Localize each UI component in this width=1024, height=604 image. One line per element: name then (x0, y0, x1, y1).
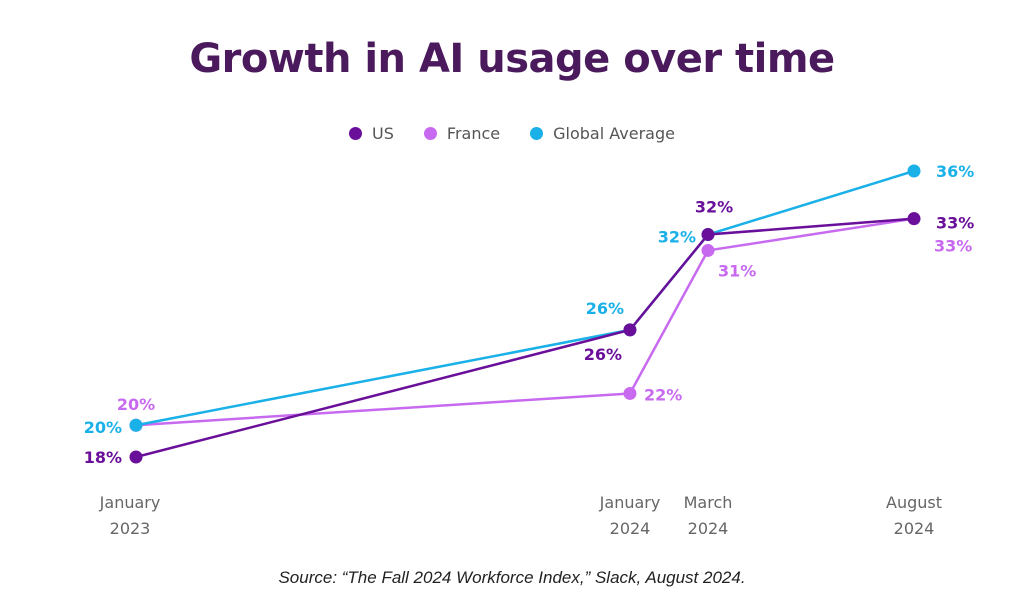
data-label-global-average-3: 36% (936, 162, 974, 181)
data-point-us-2 (701, 228, 715, 242)
x-tick-label-1-line-0: January (599, 493, 661, 512)
data-point-global-average-0 (129, 418, 143, 432)
legend-label-global-average: Global Average (553, 124, 675, 143)
x-tick-label-3-line-1: 2024 (894, 519, 935, 538)
legend-item-us: US (349, 124, 394, 143)
data-point-us-3 (907, 212, 921, 226)
x-tick-label-2-line-0: March (684, 493, 733, 512)
data-label-france-1: 22% (644, 385, 682, 404)
legend-dot-us (349, 127, 363, 140)
data-label-global-average-2: 32% (658, 228, 696, 247)
legend-item-global-average: Global Average (530, 124, 675, 143)
data-label-us-0: 18% (84, 448, 122, 467)
x-tick-label-1-line-1: 2024 (610, 519, 651, 538)
data-label-france-2: 31% (718, 261, 756, 280)
data-point-us-0 (129, 450, 143, 464)
legend: US France Global Average (0, 124, 1024, 143)
legend-label-us: US (372, 124, 394, 143)
data-label-us-1: 26% (584, 345, 622, 364)
x-tick-label-2-line-1: 2024 (688, 519, 729, 538)
legend-item-france: France (423, 124, 501, 143)
data-label-us-3: 33% (936, 214, 974, 233)
data-label-global-average-1: 26% (586, 299, 624, 318)
legend-label-france: France (446, 124, 501, 143)
data-label-us-2: 32% (695, 198, 733, 217)
legend-dot-global-average (530, 127, 544, 140)
data-point-global-average-3 (907, 164, 921, 178)
data-point-france-2 (701, 243, 715, 257)
legend-dot-france (423, 127, 437, 140)
series-line-france (135, 217, 915, 427)
data-label-global-average-0: 20% (84, 418, 122, 437)
data-label-france-0: 20% (117, 395, 155, 414)
data-point-us-1 (623, 323, 637, 337)
data-point-france-1 (623, 386, 637, 400)
source-note: Source: “The Fall 2024 Workforce Index,”… (278, 568, 746, 587)
data-label-france-3: 33% (934, 237, 972, 256)
series-line-global-average (135, 169, 915, 427)
x-tick-label-0-line-0: January (99, 493, 161, 512)
series-line-us (135, 217, 915, 459)
x-tick-label-0-line-1: 2023 (110, 519, 151, 538)
x-tick-label-3-line-0: August (886, 493, 942, 512)
chart-title: Growth in AI usage over time (189, 36, 835, 82)
